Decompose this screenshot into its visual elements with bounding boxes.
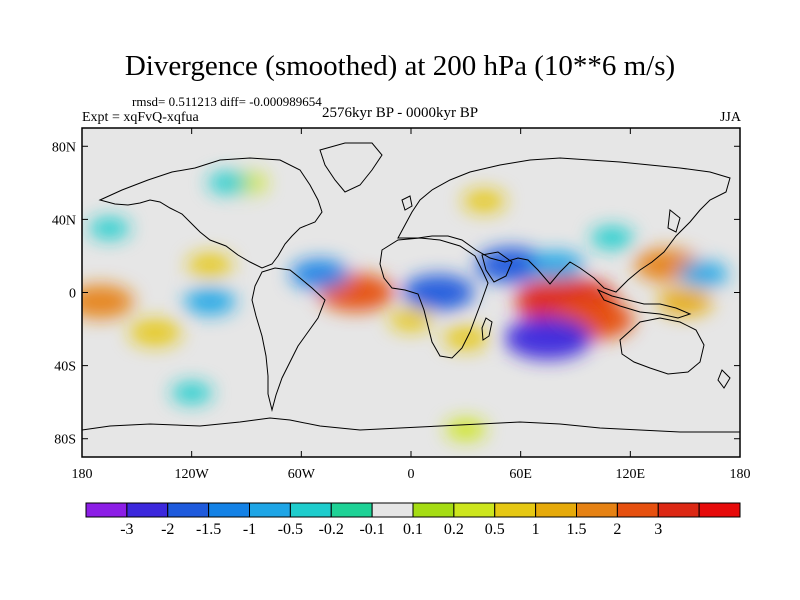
anomaly-12 (475, 247, 548, 284)
colorbar-label: -1.5 (196, 521, 221, 538)
season-label: JJA (719, 110, 741, 125)
y-tick-label: 40S (54, 360, 76, 375)
colorbar-label: 0.1 (403, 521, 423, 538)
anomaly-8 (443, 326, 489, 351)
plot-title: Divergence (smoothed) at 200 hPa (10**6 … (124, 50, 676, 82)
anomaly-22 (445, 418, 487, 441)
x-tick-label: 180 (730, 467, 751, 482)
colorbar-label: 1.5 (567, 521, 587, 538)
x-tick-label: 180 (72, 467, 93, 482)
x-axis: 180 120W 60W 0 60E 120E 180 (72, 128, 751, 482)
colorbar-label: -0.1 (359, 521, 384, 538)
colorbar-label: -0.2 (319, 521, 344, 538)
colorbar: -3 -2 -1.5 -1 -0.5 -0.2 -0.1 0.1 0.2 0.5 1 1.5 2 3 (85, 502, 741, 538)
coastline-antarctica (82, 417, 740, 433)
coastline-uk (401, 195, 413, 211)
colorbar-label: 2 (613, 521, 621, 538)
coastline-africa (379, 237, 489, 359)
rmsd-diff-stats: rmsd= 0.511213 diff= -0.000989654 (132, 94, 322, 109)
coastline-indonesia (596, 288, 692, 319)
anomaly-9 (462, 189, 506, 213)
colorbar-swatch (576, 502, 618, 518)
y-tick-label: 0 (69, 287, 76, 302)
colorbar-swatch (371, 502, 414, 518)
coastline-arabia (481, 251, 513, 283)
x-tick-label: 120W (175, 467, 210, 482)
colorbar-label: -1 (243, 521, 256, 538)
colorbar-label: 1 (532, 521, 540, 538)
x-tick-label: 60E (509, 467, 532, 482)
colorbar-swatch (616, 502, 659, 518)
anomaly-20 (89, 217, 130, 240)
coastline-eurasia (397, 157, 731, 293)
colorbar-swatch (657, 502, 700, 518)
coastline-greenland (319, 142, 383, 193)
colorbar-swatch (249, 502, 291, 518)
colorbar-swatch (494, 502, 537, 518)
colorbar-swatch (330, 502, 373, 518)
anomaly-14 (290, 259, 349, 290)
y-tick-label: 80S (54, 433, 76, 448)
coastline-japan (667, 209, 681, 233)
anomaly-21 (389, 308, 433, 332)
anomaly-4 (82, 284, 134, 319)
anomaly-17 (530, 251, 585, 280)
coastline-australia (619, 317, 705, 375)
colorbar-swatch (167, 502, 210, 518)
x-tick-label: 0 (408, 467, 415, 482)
divergence-field (82, 171, 729, 441)
anomaly-16 (678, 261, 729, 288)
anomaly-18 (207, 171, 249, 194)
colorbar-label: 0.2 (444, 521, 464, 538)
colorbar-swatch (535, 502, 578, 518)
colorbar-swatch (208, 502, 251, 518)
anomaly-6 (187, 253, 233, 278)
colorbar-label: -0.5 (278, 521, 303, 538)
coastline-madagascar (481, 317, 493, 341)
anomaly-7 (658, 287, 713, 316)
colorbar-label: -2 (161, 521, 174, 538)
coastlines (82, 142, 740, 433)
colorbar-swatch (412, 502, 455, 518)
anomaly-5 (129, 319, 182, 347)
y-axis: 80N 40N 0 40S 80S (52, 140, 740, 448)
coastline-north-america (98, 157, 323, 269)
coastline-south-america (251, 267, 326, 412)
coastline-new-zealand (717, 369, 731, 389)
colorbar-label: -3 (120, 521, 133, 538)
x-tick-label: 120E (616, 467, 646, 482)
period-label: 2576kyr BP - 0000kyr BP (322, 105, 479, 121)
x-tick-label: 60W (288, 467, 316, 482)
colorbar-swatch (85, 502, 128, 518)
colorbar-swatch (698, 502, 741, 518)
anomaly-15 (184, 288, 236, 316)
y-tick-label: 40N (52, 213, 76, 228)
anomaly-11 (504, 316, 592, 360)
colorbar-swatch (126, 502, 169, 518)
colorbar-swatch (453, 502, 496, 518)
y-tick-label: 80N (52, 140, 76, 155)
colorbar-label: 0.5 (485, 521, 505, 538)
experiment-label: Expt = xqFvQ-xqfua (82, 110, 199, 125)
colorbar-label: 3 (654, 521, 662, 538)
anomaly-19 (590, 226, 634, 250)
colorbar-swatch (289, 502, 332, 518)
anomaly-23 (171, 382, 213, 404)
